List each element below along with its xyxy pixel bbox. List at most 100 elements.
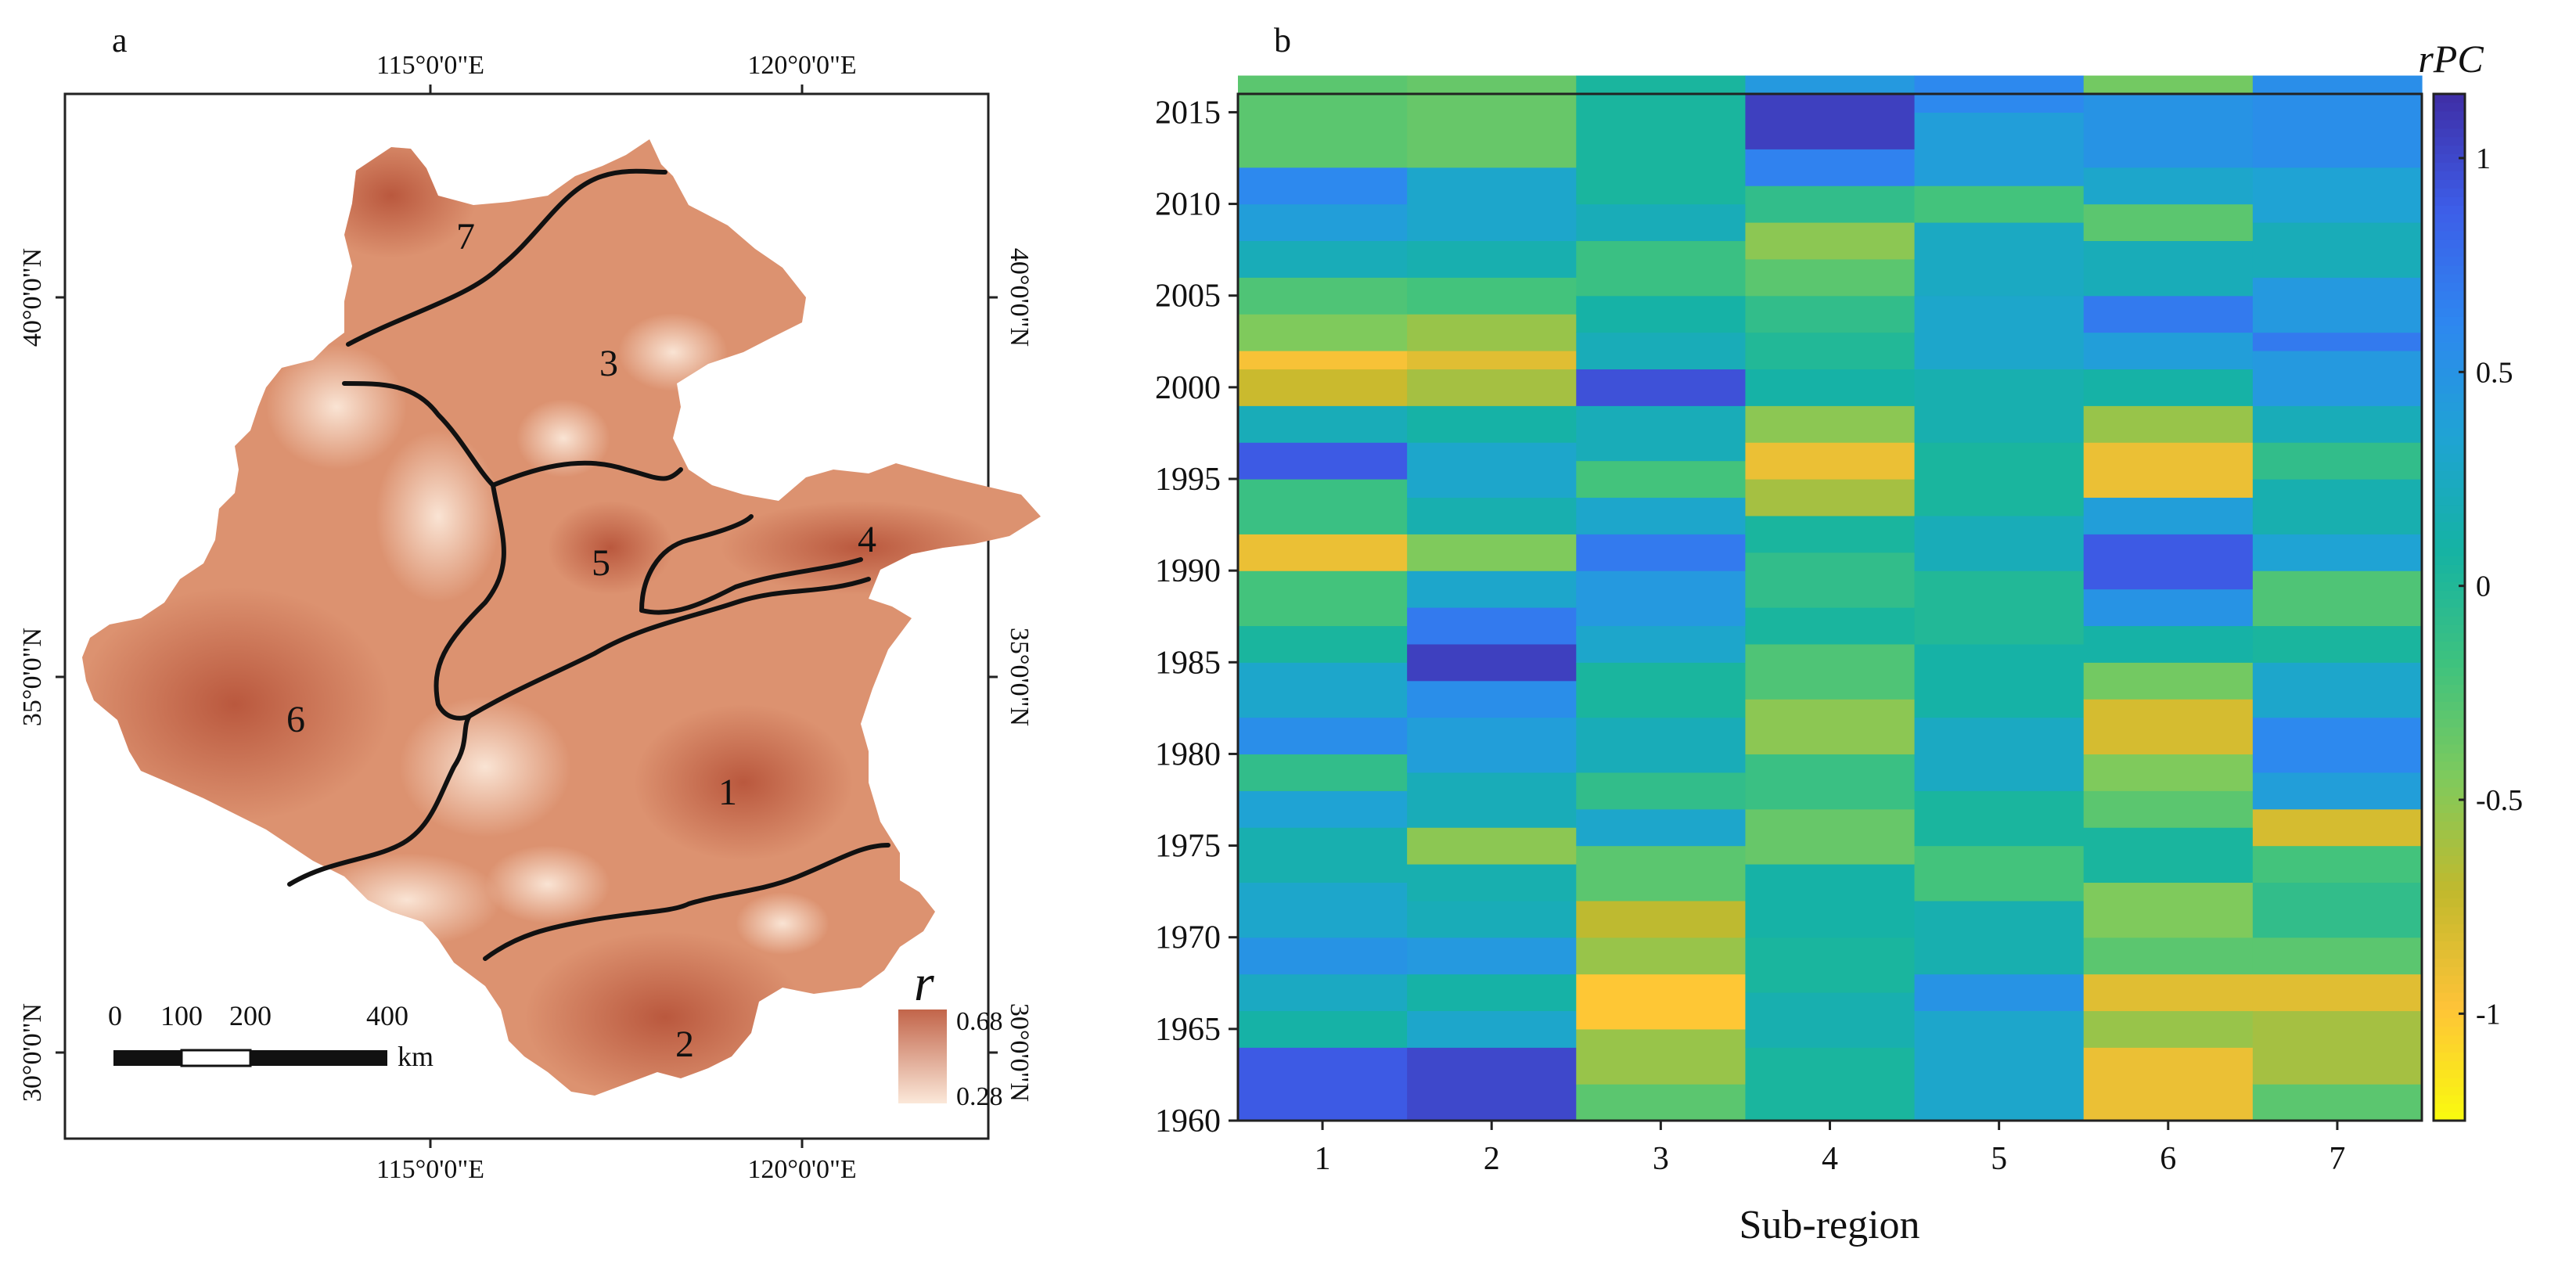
heatmap-cell-region-3-1982 <box>1576 662 1747 718</box>
colorbar-title: rPC <box>2418 37 2484 81</box>
colorbar-segment <box>2434 1043 2465 1053</box>
x-tick-label-2: 2 <box>1484 1141 1500 1177</box>
heatmap-cell-region-1-2002 <box>1238 314 1408 351</box>
heatmap-cell-region-5-1990 <box>1914 515 2085 571</box>
colorbar-segment <box>2434 821 2465 830</box>
heatmap-cell-region-1-1995 <box>1238 442 1408 480</box>
colorbar-segment <box>2434 171 2465 180</box>
y-tick-label-1980: 1980 <box>1155 736 1221 772</box>
colorbar-segment <box>2434 830 2465 839</box>
colorbar-segment <box>2434 462 2465 471</box>
heatmap-cell-region-6-1976 <box>2083 790 2254 828</box>
colorbar-segment <box>2434 188 2465 197</box>
heatmap-cell-region-7-1987 <box>2252 570 2423 627</box>
colorbar-segment <box>2434 410 2465 420</box>
heatmap-cell-region-6-2008 <box>2083 203 2254 242</box>
heatmap-cell-region-3-1962 <box>1576 1028 1747 1085</box>
heatmap-cell-region-4-2007 <box>1745 222 1916 260</box>
heatmap-cell-region-6-1999 <box>2083 369 2254 406</box>
heatmap-cell-region-5-1982 <box>1914 643 2085 718</box>
colorbar-frame <box>2432 92 2466 1122</box>
colorbar-segment <box>2434 436 2465 445</box>
colorbar-segment <box>2434 521 2465 531</box>
map-ticks <box>56 85 998 1148</box>
colorbar-segment <box>2434 265 2465 275</box>
colorbar-segment <box>2434 342 2465 351</box>
heatmap-cell-region-2-1984 <box>1407 643 1577 682</box>
heatmap-cell-region-6-1989 <box>2083 534 2254 590</box>
heatmap-cell-region-4-2003 <box>1745 295 1916 333</box>
colorbar-segment <box>2434 855 2465 865</box>
heatmap-cell-region-6-2005 <box>2083 240 2254 297</box>
heatmap-cell-region-3-1977 <box>1576 772 1747 810</box>
heatmap-cell-region-7-1973 <box>2252 845 2423 884</box>
colorbar-segment <box>2434 949 2465 959</box>
colorbar-segment <box>2434 316 2465 326</box>
colorbar-segment <box>2434 179 2465 189</box>
x-tick-label-7: 7 <box>2329 1141 2345 1177</box>
colorbar-segment <box>2434 880 2465 891</box>
colorbar-segment <box>2434 684 2465 693</box>
heatmap-cell-region-6-1980 <box>2083 699 2254 755</box>
heatmap-cell-region-3-2010 <box>1576 75 1747 205</box>
heatmap-cell-region-3-1972 <box>1576 845 1747 902</box>
heatmap-cell-region-1-2008 <box>1238 203 1408 242</box>
heatmap-cell-region-4-1974 <box>1745 808 1916 865</box>
y-axis: 1960 1965 1970 1975 1980 1985 1990 1995 2000 2005… <box>1155 95 1238 1139</box>
colorbar-segment <box>2434 94 2465 103</box>
colorbar-segment <box>2434 812 2465 822</box>
colorbar-segment <box>2434 282 2465 292</box>
heatmap-cell-region-2-1997 <box>1407 405 1577 443</box>
y-tick-label-1995: 1995 <box>1155 462 1221 498</box>
heatmap-cell-region-6-2012 <box>2083 94 2254 168</box>
heatmap-cell-region-7-1962 <box>2252 1010 2423 1085</box>
right-tick-30n: 30°0'0"N <box>1005 1003 1034 1102</box>
colorbar-segment <box>2434 743 2465 754</box>
colorbar-segment <box>2434 624 2465 634</box>
map-frame <box>63 92 990 1140</box>
colorbar-segment <box>2434 401 2465 412</box>
heatmap-cell-region-7-1992 <box>2252 479 2423 534</box>
colorbar-segment <box>2434 984 2465 993</box>
colorbar-segment <box>2434 110 2465 121</box>
colorbar-segment <box>2434 230 2465 240</box>
x-tick-label-6: 6 <box>2160 1141 2176 1177</box>
heatmap-cell-region-2-1982 <box>1407 680 1577 718</box>
colorbar-segment <box>2434 333 2465 343</box>
x-tick-label-4: 4 <box>1822 1141 1838 1177</box>
heatmap-cell-region-6-1970 <box>2083 882 2254 938</box>
heatmap-cell-region-4-1970 <box>1745 864 1916 938</box>
left-tick-35n: 35°0'0"N <box>18 628 47 726</box>
heatmap-cell-region-4-1983 <box>1745 643 1916 700</box>
heatmap-cell-region-3-1985 <box>1576 625 1747 663</box>
heatmap-cell-region-6-1968 <box>2083 937 2254 975</box>
colorbar-segment <box>2434 778 2465 788</box>
colorbar-segment <box>2434 1069 2465 1078</box>
colorbar-segment <box>2434 564 2465 574</box>
colorbar-segment <box>2434 581 2465 591</box>
scale-unit: km <box>398 1041 434 1072</box>
colorbar-segment <box>2434 470 2465 480</box>
colorbar-segment <box>2434 966 2465 976</box>
heatmap-cell-region-4-2005 <box>1745 258 1916 297</box>
heatmap-cell-region-2-1999 <box>1407 369 1577 406</box>
colorbar-segment <box>2434 504 2465 514</box>
region-label-1: 1 <box>718 772 737 813</box>
scale-bar: 0 100 200 400 km <box>108 1000 434 1072</box>
heatmap-cell-region-7-2006 <box>2252 222 2423 278</box>
colorbar-segment <box>2434 710 2465 719</box>
heatmap-cell-region-1-1985 <box>1238 625 1408 663</box>
heatmap-cell-region-4-1967 <box>1745 937 1916 993</box>
heatmap-cell-region-6-1994 <box>2083 442 2254 498</box>
left-tick-40n: 40°0'0"N <box>18 248 47 347</box>
colorbar-tick-label--1: -1 <box>2476 998 2501 1031</box>
heatmap-cell-region-6-1983 <box>2083 662 2254 700</box>
colorbar-segment <box>2434 615 2465 625</box>
heatmap-cell-region-7-1968 <box>2252 937 2423 975</box>
colorbar-segment <box>2434 290 2465 300</box>
legend-max: 0.68 <box>956 1007 1003 1036</box>
colorbar-segment <box>2434 1052 2465 1062</box>
heatmap-cell-region-2-1986 <box>1407 607 1577 645</box>
colorbar-segment <box>2434 693 2465 702</box>
heatmap-cell-region-2-2004 <box>1407 277 1577 315</box>
